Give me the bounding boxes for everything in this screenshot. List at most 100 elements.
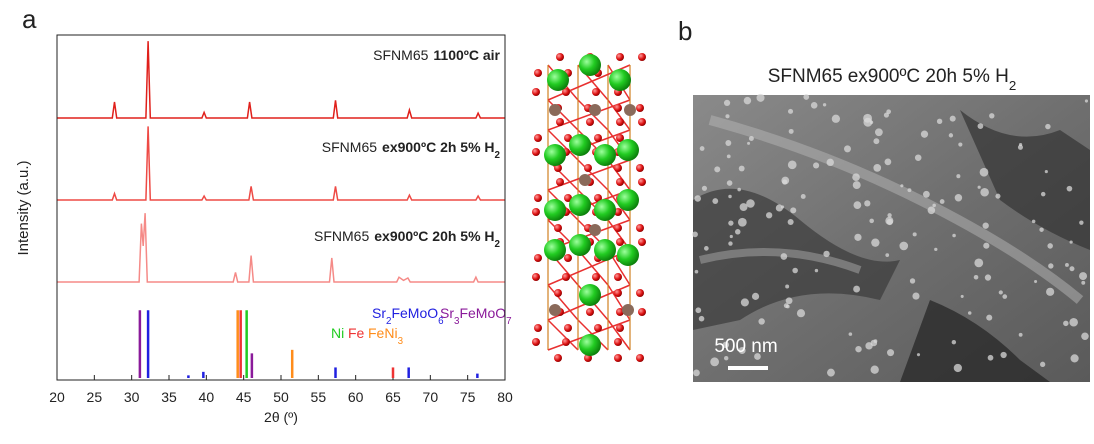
sem-particle (725, 114, 730, 119)
sem-particle (827, 368, 835, 377)
crystal-oxygen (534, 69, 542, 77)
text-part: Sr (372, 305, 386, 321)
crystal-cation (569, 234, 591, 256)
sem-particle (887, 349, 895, 357)
scale-bar (728, 366, 768, 370)
sem-particle (738, 347, 746, 354)
sem-particle (874, 128, 883, 137)
sem-particle (714, 166, 721, 173)
crystal-cation (617, 244, 639, 266)
text-part: 2 (386, 316, 391, 327)
crystal-oxygen (534, 134, 542, 142)
sem-particle (885, 253, 890, 257)
sem-shadow (960, 110, 1090, 250)
sem-particle (754, 353, 761, 360)
x-tick-label: 45 (236, 389, 252, 405)
sem-particle (869, 218, 874, 224)
sem-particle (852, 173, 860, 182)
crystal-oxygen (614, 354, 622, 362)
sem-particle (780, 253, 788, 260)
sem-particle (743, 96, 752, 105)
sem-particle (920, 130, 929, 138)
text-part: 2 (1009, 78, 1016, 93)
crystal-oxygen (562, 338, 570, 346)
text-part: Fe (348, 325, 365, 341)
sem-particle (907, 188, 912, 193)
sem-particle (932, 203, 936, 208)
sem-particle (813, 162, 820, 169)
text-part: 3 (454, 316, 460, 327)
crystal-oxygen (636, 224, 644, 232)
sem-particle (1017, 144, 1023, 150)
sem-particle (783, 303, 789, 309)
x-tick-label: 80 (497, 389, 513, 405)
crystal-oxygen (554, 289, 562, 297)
sem-particle (726, 154, 731, 159)
crystal-oxygen (532, 88, 540, 96)
sem-particle (952, 233, 956, 238)
crystal-bond (607, 159, 631, 191)
crystal-oxygen (554, 354, 562, 362)
sem-particle (855, 345, 862, 353)
reference-label: Sr3FeMoO7 (440, 305, 512, 327)
sem-particle (853, 201, 862, 210)
sem-particle (884, 158, 892, 166)
x-tick-label: 55 (311, 389, 327, 405)
sem-particle (722, 341, 730, 349)
sem-particle (1000, 351, 1007, 359)
sem-particle (728, 220, 734, 226)
crystal-oxygen (594, 134, 602, 142)
sem-particle (909, 278, 916, 284)
crystal-bond (577, 249, 609, 286)
crystal-oxygen (564, 254, 572, 262)
crystal-bond (547, 129, 579, 161)
crystal-cation (579, 54, 601, 76)
crystal-oxygen (594, 324, 602, 332)
crystal-oxygen (534, 324, 542, 332)
crystal-bond (607, 319, 631, 351)
series-label: SFNM65 ex900ºC 20h 5% H2 (314, 228, 501, 250)
crystal-bmetal (549, 104, 561, 116)
sem-particle (982, 222, 989, 229)
crystal-cation (579, 284, 601, 306)
sem-particle (810, 102, 818, 109)
sem-particle (803, 94, 810, 100)
crystal-oxygen (638, 308, 646, 316)
sem-particle (951, 340, 957, 345)
crystal-cation (544, 199, 566, 221)
sem-particle (787, 160, 797, 170)
sem-particle (1045, 123, 1051, 130)
crystal-bmetal (549, 304, 561, 316)
sem-particle (1066, 185, 1073, 192)
crystal-oxygen (532, 208, 540, 216)
x-tick-label: 20 (49, 389, 65, 405)
crystal-cation (594, 239, 616, 261)
series-label: SFNM65 1100ºC air (373, 47, 500, 63)
sem-particle (967, 311, 972, 315)
crystal-oxygen (614, 338, 622, 346)
sem-particle (1079, 220, 1084, 225)
sem-particle (852, 181, 861, 190)
crystal-structure (532, 53, 646, 362)
sem-particle (740, 298, 749, 307)
crystal-oxygen (556, 178, 564, 186)
sem-particle (1044, 170, 1048, 174)
sem-particle (746, 199, 755, 208)
sem-particle (748, 135, 754, 141)
crystal-oxygen (594, 194, 602, 202)
sem-particle (848, 332, 853, 336)
crystal-oxygen (638, 118, 646, 126)
crystal-oxygen (638, 178, 646, 186)
sem-particle (693, 369, 700, 377)
sem-particle (914, 154, 922, 162)
sem-particle (922, 190, 930, 198)
x-tick-label: 30 (124, 389, 140, 405)
crystal-oxygen (636, 354, 644, 362)
x-tick-label: 65 (385, 389, 401, 405)
sem-particle (956, 174, 961, 179)
sem-particle (995, 193, 1001, 199)
sem-particle (831, 114, 841, 123)
x-tick-label: 35 (161, 389, 177, 405)
crystal-oxygen (586, 308, 594, 316)
crystal-oxygen (614, 104, 622, 112)
